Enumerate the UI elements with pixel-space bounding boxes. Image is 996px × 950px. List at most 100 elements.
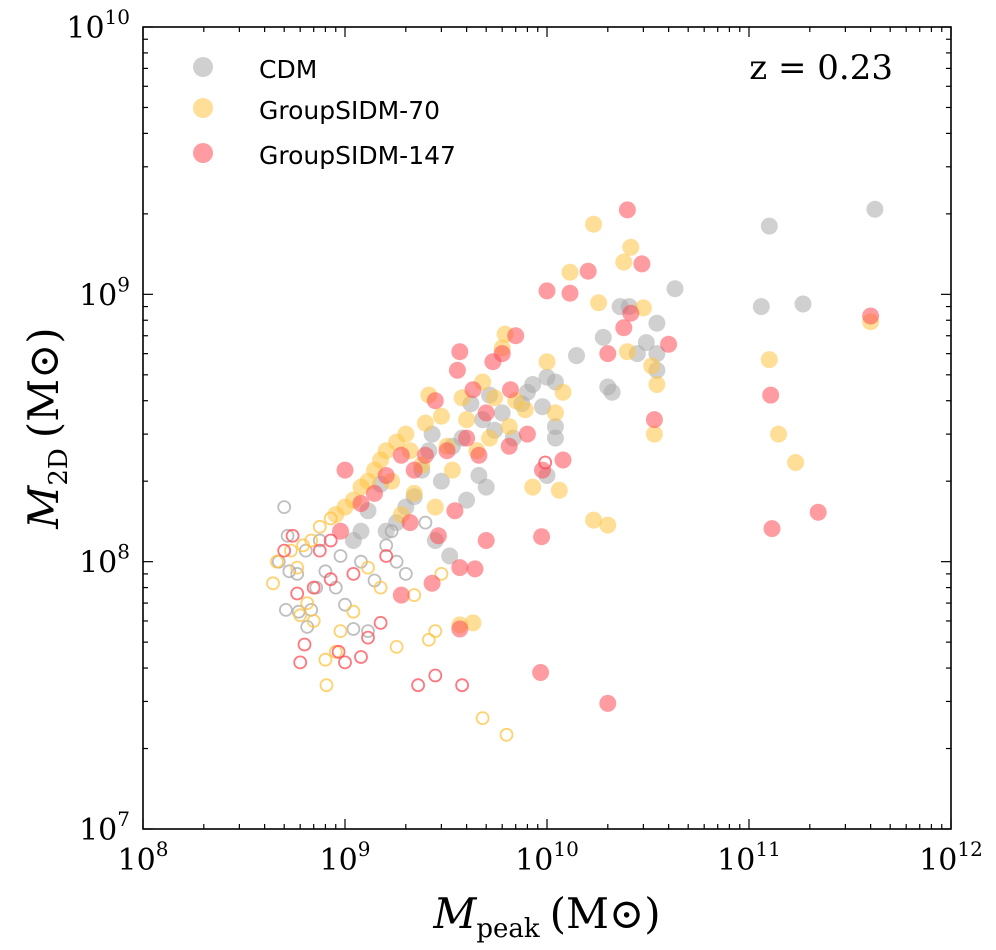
data-point: [346, 567, 361, 581]
data-point: [484, 353, 502, 371]
x-tick-label: 109: [320, 837, 371, 878]
data-point: [590, 294, 608, 312]
data-point: [534, 398, 551, 416]
legend-label-groupsidm-147: GroupSIDM-147: [259, 141, 456, 170]
data-point: [477, 404, 495, 422]
data-point: [346, 604, 361, 619]
data-point: [561, 284, 579, 302]
data-point: [752, 298, 770, 316]
data-point: [344, 532, 362, 549]
data-point: [293, 655, 308, 670]
data-point: [546, 429, 564, 447]
data-point: [392, 586, 410, 604]
data-point: [426, 392, 444, 410]
data-point: [398, 567, 413, 581]
data-point: [554, 451, 572, 469]
data-point: [770, 425, 787, 443]
data-point: [328, 644, 343, 659]
data-point: [763, 520, 781, 538]
data-point: [418, 515, 433, 530]
series-5: [277, 455, 553, 693]
data-point: [645, 411, 663, 429]
data-point: [277, 500, 292, 515]
data-point: [441, 547, 459, 565]
data-point: [405, 461, 423, 479]
x-axis-label: Mpeak (M⊙): [432, 889, 660, 944]
legend-label-cdm: CDM: [259, 55, 317, 84]
data-point: [428, 624, 443, 638]
data-point: [306, 580, 321, 595]
data-point: [421, 632, 436, 647]
data-point: [333, 549, 348, 563]
data-point: [293, 608, 308, 623]
data-point: [579, 262, 597, 280]
data-point: [585, 215, 603, 233]
data-point: [666, 280, 684, 298]
data-point: [304, 533, 319, 548]
data-point: [762, 386, 780, 404]
data-point: [312, 533, 327, 548]
data-point: [312, 519, 327, 534]
legend-marker-cdm: [193, 57, 213, 77]
data-point: [475, 711, 490, 725]
data-point: [633, 255, 651, 273]
data-point: [290, 567, 305, 581]
data-point: [416, 414, 434, 432]
data-point: [336, 461, 354, 479]
data-point: [384, 524, 399, 539]
data-point: [622, 238, 640, 256]
data-point: [599, 345, 617, 363]
data-point: [458, 429, 476, 447]
data-point: [809, 503, 827, 521]
x-tick-labels: 108 109 1010 1011 1012: [118, 837, 983, 878]
data-point: [352, 478, 370, 496]
data-point: [361, 630, 375, 645]
x-tick-label: 108: [118, 837, 169, 878]
data-point: [451, 620, 469, 638]
data-point: [585, 511, 603, 529]
data-point: [377, 467, 395, 484]
data-point: [306, 614, 321, 628]
data-point: [285, 528, 300, 543]
data-point: [599, 516, 617, 534]
data-point: [500, 437, 518, 455]
data-point: [283, 543, 298, 558]
data-point: [533, 528, 551, 546]
data-point: [429, 527, 447, 545]
data-point: [446, 502, 464, 520]
data-point: [618, 201, 636, 219]
data-point: [470, 446, 488, 464]
data-point: [500, 418, 518, 436]
data-point: [338, 655, 352, 670]
data-point: [373, 580, 388, 595]
data-point: [282, 564, 297, 579]
y-tick-labels: 107 108 109 1010: [66, 5, 130, 848]
legend-marker-groupsidm-147: [193, 143, 213, 163]
data-point: [648, 376, 666, 393]
data-point: [866, 200, 884, 218]
data-point: [438, 442, 456, 460]
data-point: [554, 383, 572, 401]
data-point: [405, 484, 423, 502]
series-4: [332, 201, 880, 712]
data-point: [278, 603, 293, 617]
data-point: [338, 597, 352, 612]
data-point: [550, 481, 568, 499]
data-point: [379, 538, 394, 553]
data-point: [379, 549, 394, 563]
data-point: [290, 560, 305, 575]
data-point: [493, 404, 511, 422]
data-point: [432, 407, 450, 425]
y-tick-label: 1010: [66, 5, 130, 46]
data-point: [615, 253, 633, 271]
data-point: [401, 514, 419, 532]
data-point: [534, 461, 551, 479]
data-point: [760, 217, 778, 235]
data-point: [333, 624, 348, 638]
data-point: [458, 411, 476, 429]
data-point: [499, 727, 514, 742]
data-point: [416, 446, 434, 464]
series-0: [344, 200, 884, 565]
data-point: [594, 328, 612, 346]
data-point: [477, 532, 495, 549]
